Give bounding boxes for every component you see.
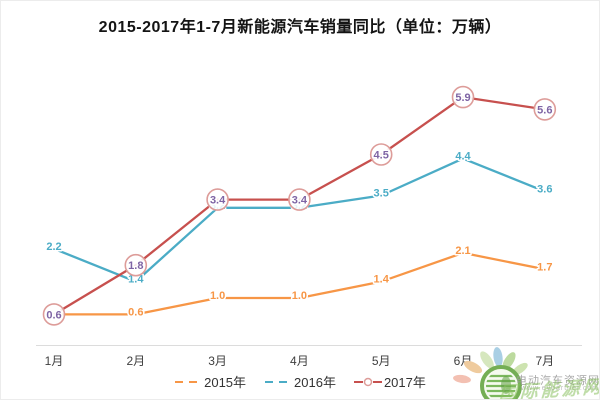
- data-point-marker[interactable]: [42, 303, 66, 326]
- value-label: 0.6: [46, 309, 61, 321]
- legend-dashed-line-icon: [265, 380, 292, 383]
- value-label: 4.4: [455, 151, 471, 163]
- data-point-marker[interactable]: [533, 98, 557, 121]
- x-axis-label: 1月: [45, 354, 64, 368]
- series-line-2015年: [54, 251, 546, 316]
- data-point-marker[interactable]: [288, 188, 311, 211]
- legend-item-2015年[interactable]: 2015年: [174, 372, 246, 391]
- legend-item-2017年[interactable]: 2017年: [353, 372, 426, 391]
- x-axis-label: 4月: [290, 354, 309, 368]
- legend-label: 2015年: [204, 375, 247, 390]
- legend-line-circle-icon: [353, 377, 382, 386]
- value-label: 1.4: [128, 274, 144, 286]
- chart-legend: 2015年 2016年 2017年: [1, 372, 599, 391]
- value-label: 1.8: [128, 260, 143, 272]
- data-point-marker[interactable]: [451, 85, 475, 109]
- value-label: 2.2: [46, 241, 61, 253]
- data-point-marker[interactable]: [206, 188, 229, 211]
- value-label: 5.6: [537, 104, 552, 116]
- x-axis-label: 7月: [535, 354, 554, 368]
- legend-label: 2016年: [294, 375, 336, 390]
- value-label: 1.0: [210, 290, 225, 302]
- value-label: 1.4: [374, 274, 390, 286]
- value-label: 3.5: [374, 188, 389, 200]
- value-label: 1.0: [292, 290, 307, 302]
- value-label: 0.6: [128, 306, 143, 318]
- value-label: 4.5: [374, 150, 389, 162]
- legend-label: 2017年: [383, 375, 426, 390]
- data-point-marker[interactable]: [124, 253, 148, 277]
- legend-item-2016年[interactable]: 2016年: [264, 372, 336, 391]
- x-axis-label: 5月: [372, 354, 391, 368]
- legend-dashed-line-icon: [175, 380, 202, 383]
- chart-title: 2015-2017年1-7月新能源汽车销量同比（单位：万辆）: [98, 19, 502, 36]
- x-axis-label: 2月: [126, 354, 145, 368]
- value-label: 3.6: [537, 183, 552, 195]
- x-axis-label: 3月: [208, 354, 227, 368]
- value-label: 3.4: [210, 195, 226, 207]
- value-label: 5.9: [455, 92, 470, 104]
- value-label: 2.1: [455, 245, 470, 257]
- value-label: 1.7: [537, 261, 552, 273]
- x-axis-label: 6月: [454, 354, 473, 368]
- value-label: 3.4: [292, 195, 308, 207]
- data-point-marker[interactable]: [369, 143, 393, 166]
